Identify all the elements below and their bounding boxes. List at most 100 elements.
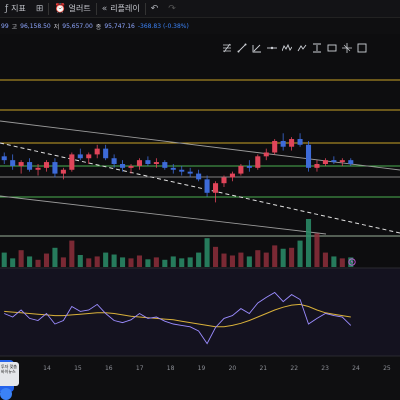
alert-button[interactable]: ⏰ 얼러트 (49, 0, 95, 18)
pattern-tool[interactable] (282, 43, 292, 53)
toolbar-separator (48, 2, 50, 15)
x-axis-tick-label: 17 (136, 365, 144, 372)
candle-body (86, 154, 92, 159)
candle-body (221, 177, 227, 184)
x-axis: 14 15 16 17 18 19 20 21 22 23 24 25 (43, 365, 391, 372)
change-value: -368.83 (-0.38%) (137, 22, 189, 30)
volume-bar (43, 253, 50, 267)
volume-bar (196, 252, 202, 267)
volume-bar (314, 233, 320, 267)
volume-bar (280, 248, 286, 267)
volume-bar (272, 245, 278, 267)
promo-card[interactable]: 투자 맞춤 바이뉴스 (0, 362, 19, 386)
volume-bar (289, 247, 295, 267)
volume-bar (69, 240, 75, 267)
candle-body (43, 162, 50, 168)
candle-body (297, 139, 303, 145)
fib-tool[interactable] (222, 43, 232, 53)
low-value: 95,657.00 (62, 22, 93, 30)
range-tool[interactable] (312, 43, 322, 53)
x-axis-tick-label: 23 (321, 365, 329, 372)
volume-bar (60, 257, 66, 267)
volume-bar (213, 246, 219, 267)
candle-body (120, 164, 126, 168)
trendline-lower (0, 195, 327, 235)
undo-button[interactable]: ↶ (146, 0, 164, 18)
volume-bar (10, 258, 16, 267)
horizontal-lines (0, 79, 400, 237)
trendline-tool[interactable] (237, 43, 247, 53)
candle-body (111, 158, 117, 164)
square-icon (357, 43, 367, 53)
candle-body (322, 160, 328, 164)
rectangle-tool[interactable] (327, 43, 337, 53)
replay-label: 리플레이 (110, 4, 140, 13)
volume-bar (305, 219, 312, 267)
toolbar-separator (95, 2, 97, 15)
toolbar-separator (144, 2, 146, 15)
redo-icon: ↷ (168, 3, 176, 14)
volume-bar (162, 259, 168, 267)
candlestick-series (1, 133, 354, 203)
promo-text: 투자 맞춤 바이뉴스 (1, 364, 17, 374)
volume-bar (297, 240, 303, 267)
layout-button[interactable]: ⊞ (31, 0, 49, 18)
x-axis-tick-label: 19 (198, 365, 206, 372)
volume-bar (255, 250, 261, 267)
volume-bar (339, 258, 345, 267)
x-axis-tick-label: 15 (74, 365, 82, 372)
volume-bar (153, 257, 159, 267)
volume-bar (263, 252, 269, 267)
volume-bar (18, 250, 24, 267)
candle-body (263, 152, 269, 157)
candle-body (136, 160, 142, 166)
ray-tool[interactable] (252, 43, 262, 53)
hline-tool[interactable] (267, 43, 277, 53)
candle-body (10, 160, 16, 166)
candle-body (27, 162, 33, 170)
square-tool[interactable] (357, 43, 367, 53)
rectangle-icon (327, 44, 337, 52)
candle-body (196, 173, 202, 180)
assistant-avatar-icon[interactable] (0, 388, 12, 400)
volume-bar (246, 256, 252, 267)
candle-body (35, 167, 41, 170)
measure-tool[interactable] (342, 43, 352, 53)
low-label: 저 (53, 23, 60, 31)
replay-icon: « (101, 3, 108, 14)
hline-icon (267, 46, 277, 50)
x-axis-tick-label: 14 (43, 365, 51, 372)
indicators-button[interactable]: ƒ 지표 (0, 0, 31, 18)
candle-body (331, 160, 337, 163)
candle-body (153, 162, 159, 164)
high-label: 고 (11, 23, 18, 31)
volume-bar (120, 257, 126, 267)
volume-bar (187, 257, 193, 267)
indicators-label: 지표 (11, 4, 26, 13)
pattern-icon (282, 43, 292, 52)
redo-button[interactable]: ↷ (163, 0, 181, 18)
high-value: 96,158.50 (20, 22, 51, 30)
volume-bar (229, 255, 235, 267)
candle-body (339, 160, 345, 163)
x-axis-tick-label: 22 (290, 365, 298, 372)
fib-icon (223, 43, 231, 53)
path-icon (297, 44, 307, 52)
volume-bar (35, 259, 41, 267)
ohlc-prefix: 99 (1, 22, 9, 30)
replay-button[interactable]: « 리플레이 (97, 0, 145, 18)
path-tool[interactable] (297, 43, 307, 53)
volume-bar (145, 259, 151, 267)
volume-bar (77, 255, 83, 267)
alarm-icon: ⏰ (54, 3, 66, 14)
top-toolbar: ƒ 지표 ⊞ ⏰ 얼러트 « 리플레이 ↶ ↷ (0, 0, 400, 18)
volume-indicator-icon[interactable] (348, 258, 356, 266)
lightning-bolt (350, 259, 354, 265)
volume-bar (128, 258, 134, 267)
volume-bar (111, 254, 117, 267)
trendline-dashed (0, 142, 400, 234)
candle-body (94, 148, 100, 155)
volume-bar (331, 256, 337, 267)
lightning-icon[interactable] (348, 258, 356, 266)
